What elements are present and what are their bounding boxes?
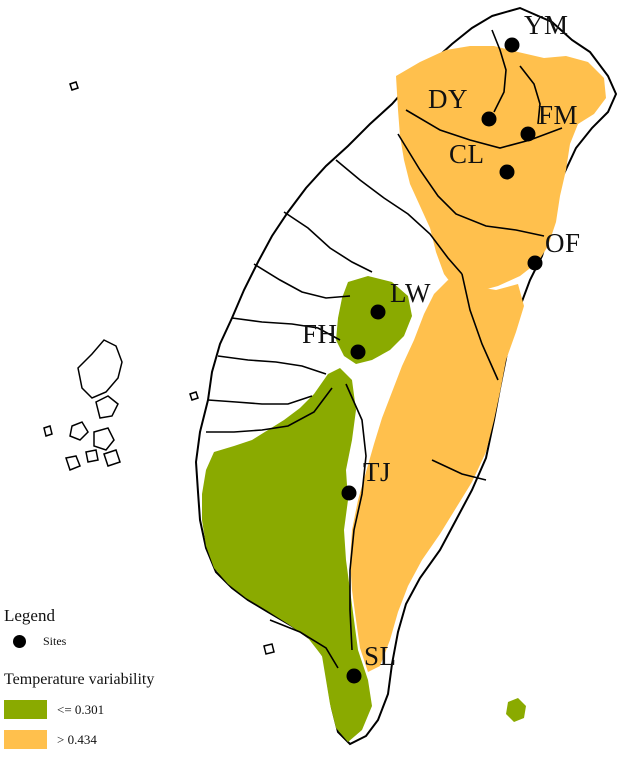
site-label-dy: DY [428,84,468,114]
legend-variable-title: Temperature variability [4,671,155,688]
site-label-tj: TJ [363,457,391,487]
legend-title: Legend [4,606,55,625]
legend-sites-row: Sites [4,634,66,649]
low-variability-patch-lw [336,276,412,364]
site-label-fm: FM [538,100,578,130]
site-marker-dy [481,111,497,127]
site-marker-ym [504,37,520,53]
legend-swatch-high [4,730,47,749]
legend-class-high: > 0.434 [4,730,97,749]
site-marker-tj [341,485,357,501]
outlying-islands [43,81,275,655]
site-label-lw: LW [390,278,431,308]
site-label-of: OF [545,228,581,258]
site-marker-cl [499,164,515,180]
legend-class-low-label: <= 0.301 [57,701,105,717]
site-label-ym: YM [524,10,569,40]
legend-swatch-low [4,700,47,719]
site-marker-of [527,255,543,271]
site-marker-sl [346,668,362,684]
legend-class-high-label: > 0.434 [57,731,97,747]
site-markers [341,37,543,684]
low-variability-area [202,368,372,742]
site-marker-fh [350,344,366,360]
map-legend: Legend Sites Temperature variability <= … [0,606,220,766]
site-marker-fm [520,126,536,142]
low-variability-islet [506,698,526,722]
county-boundaries [206,29,563,669]
legend-sites-label: Sites [43,634,67,648]
site-label-sl: SL [364,641,397,671]
site-label-cl: CL [449,139,485,169]
site-labels: YM DY FM CL OF LW FH TJ SL [302,10,581,671]
site-symbol-icon [13,635,26,648]
high-variability-central [350,280,524,672]
site-marker-lw [370,304,386,320]
legend-class-low: <= 0.301 [4,700,104,719]
site-label-fh: FH [302,319,338,349]
